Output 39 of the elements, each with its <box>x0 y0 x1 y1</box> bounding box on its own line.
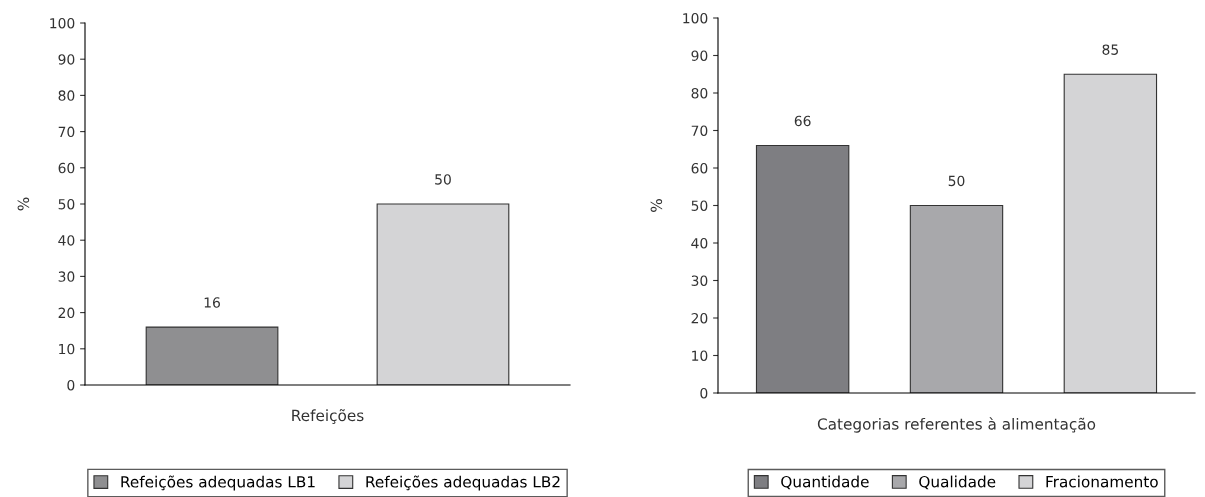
y-tick-label: 10 <box>59 343 75 355</box>
y-tick-label: 20 <box>691 312 708 324</box>
y-tick-label: 90 <box>691 50 708 61</box>
y-tick-label: 60 <box>58 162 75 174</box>
data-label: 66 <box>794 115 811 127</box>
bar <box>1063 73 1158 393</box>
y-tick-label: 40 <box>691 237 708 249</box>
y-tick-label: 60 <box>691 162 708 174</box>
y-axis-title: % <box>650 199 663 212</box>
y-tick-label: 70 <box>691 125 708 136</box>
data-label: 50 <box>435 174 451 185</box>
legend-label: Refeições adequadas LB1 <box>121 475 315 491</box>
data-label: 16 <box>204 297 220 308</box>
y-tick-label: 100 <box>683 12 708 24</box>
y-tick-label: 10 <box>692 350 708 361</box>
y-tick-label: 0 <box>700 387 708 399</box>
y-tick-label: 50 <box>691 200 708 211</box>
bar <box>755 144 850 393</box>
data-label: 50 <box>948 175 965 187</box>
y-tick-label: 70 <box>58 126 75 138</box>
legend-label: Fracionamento <box>1046 475 1158 488</box>
y-tick-label: 20 <box>58 307 75 319</box>
y-tick-label: 30 <box>58 271 75 282</box>
y-tick-label: 50 <box>58 198 75 210</box>
bar <box>909 204 1004 393</box>
y-tick-label: 100 <box>50 17 75 29</box>
y-tick-label: 80 <box>58 90 75 101</box>
legend-label: Quantidade <box>781 475 869 490</box>
x-axis-title: Refeições <box>292 409 364 424</box>
y-tick-label: 30 <box>691 275 708 286</box>
y-tick-label: 90 <box>58 54 75 65</box>
y-tick-label: 0 <box>67 379 75 391</box>
data-label: 85 <box>1102 44 1118 55</box>
y-tick-label: 80 <box>691 87 708 99</box>
x-axis-title: Categorias referentes à alimentação <box>817 417 1096 433</box>
y-tick-label: 40 <box>58 235 75 246</box>
legend-label: Qualidade <box>919 475 996 490</box>
legend-label: Refeições adequadas LB2 <box>366 475 560 491</box>
y-axis-title: % <box>17 197 30 211</box>
